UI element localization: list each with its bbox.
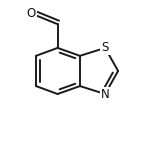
Text: S: S [101,41,109,54]
Text: O: O [26,7,36,20]
Text: N: N [101,88,109,100]
